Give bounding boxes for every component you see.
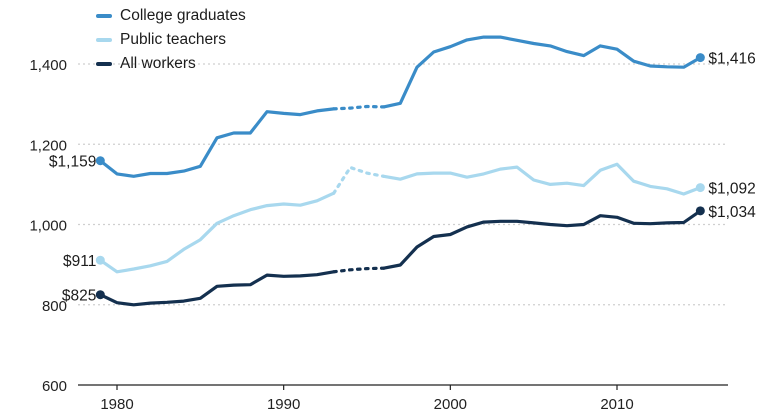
legend-item: Public teachers [96, 28, 246, 52]
series-gap-line-all-workers [332, 266, 386, 274]
legend-item: College graduates [96, 4, 246, 28]
end-value-label: $1,092 [708, 181, 755, 198]
end-point-public-teachers [695, 183, 705, 193]
x-tick-label: 1980 [100, 396, 133, 412]
series-line-public-teachers [382, 162, 702, 196]
legend-swatch [96, 62, 112, 66]
series-line-college-graduates [98, 107, 336, 178]
start-point-all-workers [95, 290, 105, 300]
end-value-label: $1,416 [708, 51, 755, 68]
x-tick-label: 1990 [267, 396, 300, 412]
x-tick-label: 2010 [600, 396, 633, 412]
y-tick-label: 800 [42, 298, 67, 315]
legend-label: College graduates [120, 7, 246, 24]
legend-label: Public teachers [120, 31, 226, 48]
y-tick-label: 1,000 [29, 218, 67, 235]
start-value-label: $1,159 [49, 154, 96, 171]
start-point-college-graduates [95, 156, 105, 166]
start-point-public-teachers [95, 255, 105, 265]
series-line-college-graduates [382, 35, 702, 109]
y-tick-label: 600 [42, 378, 67, 395]
end-point-all-workers [695, 206, 705, 216]
series-gap-line-college-graduates [332, 104, 386, 111]
series-line-all-workers [98, 270, 336, 307]
start-value-label: $825 [62, 288, 96, 305]
legend: College graduates Public teachers All work… [96, 4, 246, 76]
series-gap-line-public-teachers [332, 165, 386, 195]
legend-swatch [96, 14, 112, 18]
y-tick-label: 1,200 [29, 137, 67, 154]
start-value-label: $911 [63, 253, 96, 270]
legend-swatch [96, 38, 112, 42]
legend-item: All workers [96, 52, 246, 76]
y-tick-label: 1,400 [29, 57, 67, 74]
end-value-label: $1,034 [708, 204, 756, 221]
legend-label: All workers [120, 55, 196, 72]
x-tick-label: 2000 [434, 396, 467, 412]
end-point-college-graduates [695, 53, 705, 63]
series-line-public-teachers [98, 191, 336, 274]
series-line-all-workers [382, 209, 702, 270]
